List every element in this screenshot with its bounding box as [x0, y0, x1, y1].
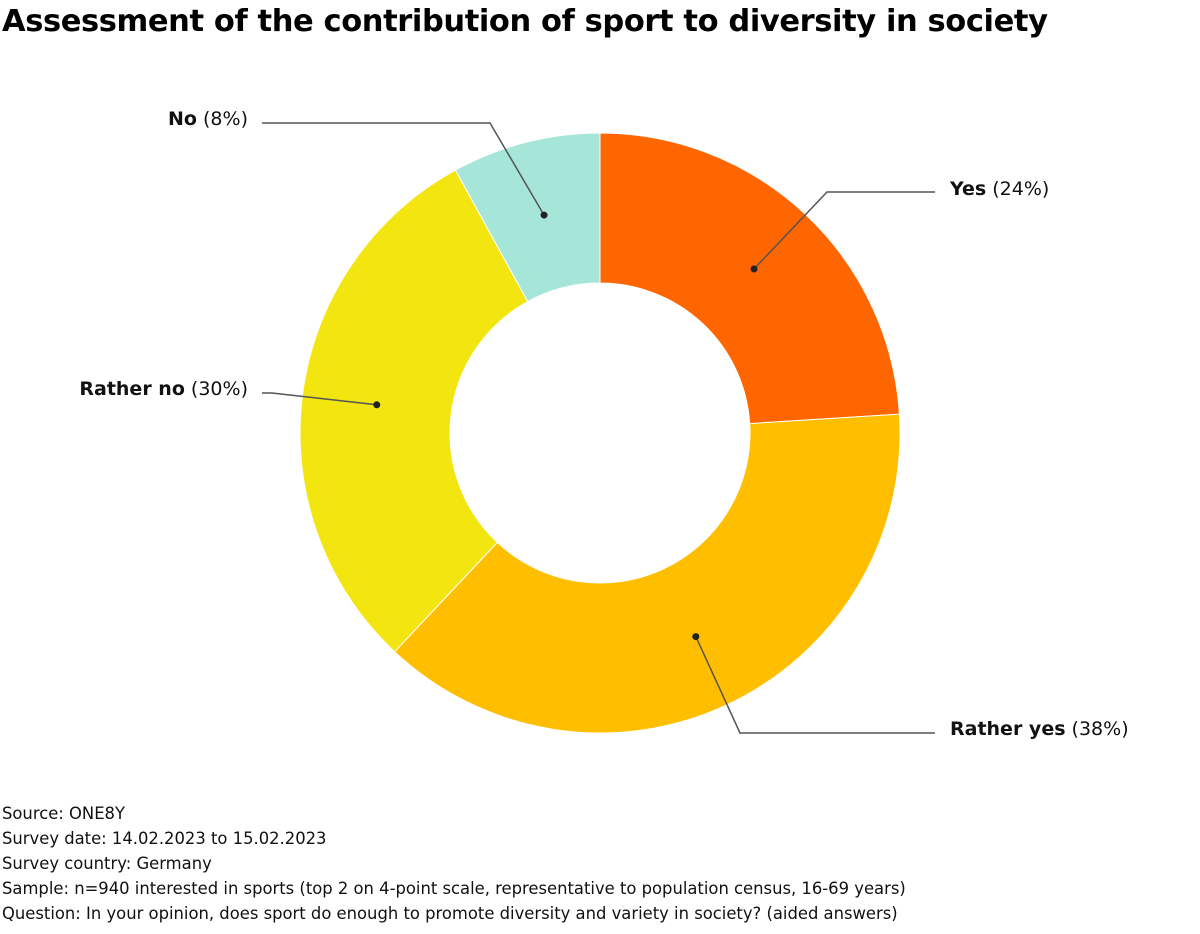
donut-slices: [299, 132, 901, 734]
leader-line: [753, 191, 935, 270]
slice-label-name: Rather yes: [950, 718, 1066, 740]
slice-label: Rather yes (38%): [950, 718, 1129, 740]
slice-label-percent: (30%): [185, 378, 248, 400]
slice-label-percent: (24%): [986, 178, 1049, 200]
slice-yes: [599, 132, 900, 425]
survey-date-note: Survey date: 14.02.2023 to 15.02.2023: [2, 829, 327, 848]
slice-label-percent: (38%): [1066, 718, 1129, 740]
leader-dot: [373, 401, 381, 409]
slice-rather-yes: [393, 413, 901, 734]
slice-label-name: Yes: [949, 178, 986, 200]
sample-note: Sample: n=940 interested in sports (top …: [2, 879, 906, 898]
slice-label: Yes (24%): [949, 178, 1049, 200]
leader-line: [262, 122, 545, 216]
chart-title: Assessment of the contribution of sport …: [2, 4, 1048, 39]
slice-label-percent: (8%): [197, 108, 248, 130]
survey-country-note: Survey country: Germany: [2, 854, 212, 873]
slice-label: No (8%): [168, 108, 248, 130]
slice-label-name: Rather no: [79, 378, 185, 400]
slice-no: [454, 132, 601, 303]
slice-rather-no: [299, 169, 529, 653]
chart-footer: Source: ONE8Y Survey date: 14.02.2023 to…: [2, 801, 906, 926]
source-note: Source: ONE8Y: [2, 804, 125, 823]
slice-label: Rather no (30%): [79, 378, 248, 400]
slice-label-name: No: [168, 108, 197, 130]
leader-dot: [750, 265, 758, 273]
leader-line: [262, 392, 377, 406]
question-note: Question: In your opinion, does sport do…: [2, 904, 898, 923]
slice-labels: Yes (24%) Rather yes (38%) Rather no (30%)…: [79, 108, 1128, 740]
leader-dot: [540, 211, 548, 219]
leader-dot: [692, 633, 700, 641]
leader-lines: [262, 122, 935, 734]
leader-line: [695, 636, 935, 734]
